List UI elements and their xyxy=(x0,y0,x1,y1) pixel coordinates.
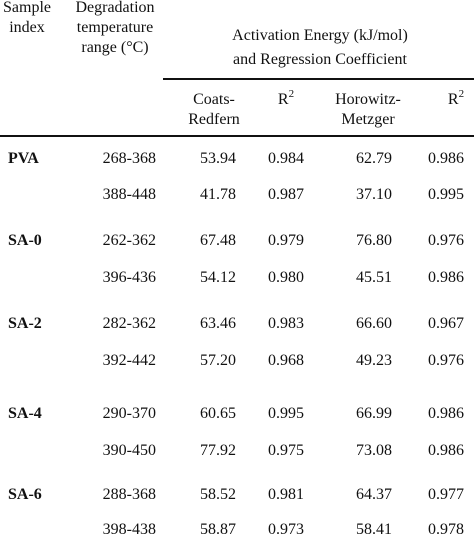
cell-coats-redfern: 58.87 xyxy=(200,521,236,538)
cell-horowitz-metzger: 73.08 xyxy=(356,442,392,459)
cell-sample-index: SA-4 xyxy=(8,405,42,422)
header-activation-energy-group: Activation Energy (kJ/mol) and Regressio… xyxy=(190,26,450,70)
cell-r2-coats: 0.987 xyxy=(268,186,304,203)
cell-r2-horowitz: 0.995 xyxy=(428,186,464,203)
cell-r2-horowitz: 0.977 xyxy=(428,486,464,503)
cell-temperature-range: 290-370 xyxy=(102,405,156,422)
cell-horowitz-metzger: 62.79 xyxy=(356,150,392,167)
header-r2-coats-base: R xyxy=(277,91,289,108)
header-coats-redfern: Coats- Redfern xyxy=(174,90,254,130)
cell-coats-redfern: 58.52 xyxy=(200,486,236,503)
cell-r2-coats: 0.984 xyxy=(268,150,304,167)
header-hm-line2: Metzger xyxy=(341,111,395,128)
header-bottom-rule xyxy=(0,135,474,137)
header-r2-horowitz-sup: 2 xyxy=(458,87,465,100)
cell-temperature-range: 398-438 xyxy=(102,521,156,538)
cell-r2-coats: 0.975 xyxy=(268,442,304,459)
cell-horowitz-metzger: 49.23 xyxy=(356,352,392,369)
header-deg-line1: Degradation xyxy=(75,0,155,16)
header-sample-line1: Sample xyxy=(3,0,51,16)
header-group-line1: Activation Energy (kJ/mol) xyxy=(232,27,408,44)
cell-coats-redfern: 41.78 xyxy=(200,186,236,203)
cell-horowitz-metzger: 58.41 xyxy=(356,521,392,538)
cell-coats-redfern: 54.12 xyxy=(200,269,236,286)
cell-r2-horowitz: 0.986 xyxy=(428,269,464,286)
cell-sample-index: SA-2 xyxy=(8,315,42,332)
cell-r2-horowitz: 0.976 xyxy=(428,232,464,249)
header-degradation-range: Degradation temperature range (°C) xyxy=(60,0,170,58)
cell-temperature-range: 262-362 xyxy=(102,232,156,249)
header-deg-line3: range (°C) xyxy=(81,39,149,56)
cell-r2-horowitz: 0.978 xyxy=(428,521,464,538)
cell-coats-redfern: 63.46 xyxy=(200,315,236,332)
cell-r2-coats: 0.995 xyxy=(268,405,304,422)
cell-horowitz-metzger: 66.60 xyxy=(356,315,392,332)
cell-r2-horowitz: 0.986 xyxy=(428,442,464,459)
cell-r2-horowitz: 0.986 xyxy=(428,405,464,422)
cell-temperature-range: 388-448 xyxy=(102,186,156,203)
header-hm-line1: Horowitz- xyxy=(335,91,401,108)
cell-horowitz-metzger: 45.51 xyxy=(356,269,392,286)
cell-coats-redfern: 77.92 xyxy=(200,442,236,459)
cell-horowitz-metzger: 64.37 xyxy=(356,486,392,503)
cell-temperature-range: 396-436 xyxy=(102,269,156,286)
cell-horowitz-metzger: 66.99 xyxy=(356,405,392,422)
cell-temperature-range: 288-368 xyxy=(102,486,156,503)
cell-r2-horowitz: 0.976 xyxy=(428,352,464,369)
cell-r2-coats: 0.973 xyxy=(268,521,304,538)
cell-r2-coats: 0.979 xyxy=(268,232,304,249)
header-sample-index: Sample index xyxy=(0,0,60,38)
cell-horowitz-metzger: 37.10 xyxy=(356,186,392,203)
cell-coats-redfern: 57.20 xyxy=(200,352,236,369)
cell-temperature-range: 268-368 xyxy=(102,150,156,167)
header-cr-line2: Redfern xyxy=(188,111,240,128)
cell-sample-index: SA-6 xyxy=(8,486,42,503)
header-group-rule xyxy=(163,78,474,80)
header-deg-line2: temperature xyxy=(76,19,154,36)
header-cr-line1: Coats- xyxy=(193,91,235,108)
header-horowitz-metzger: Horowitz- Metzger xyxy=(318,90,418,130)
header-sample-line2: index xyxy=(9,19,45,36)
cell-sample-index: PVA xyxy=(8,150,39,167)
header-r2-horowitz: R2 xyxy=(436,87,474,110)
cell-horowitz-metzger: 76.80 xyxy=(356,232,392,249)
header-r2-horowitz-base: R xyxy=(447,91,459,108)
cell-r2-coats: 0.980 xyxy=(268,269,304,286)
header-r2-coats-sup: 2 xyxy=(288,87,295,100)
header-group-line2: and Regression Coefficient xyxy=(233,51,407,68)
cell-coats-redfern: 53.94 xyxy=(200,150,236,167)
cell-coats-redfern: 67.48 xyxy=(200,232,236,249)
cell-r2-coats: 0.983 xyxy=(268,315,304,332)
cell-temperature-range: 390-450 xyxy=(102,442,156,459)
header-r2-coats: R2 xyxy=(266,87,306,110)
cell-coats-redfern: 60.65 xyxy=(200,405,236,422)
cell-temperature-range: 282-362 xyxy=(102,315,156,332)
cell-r2-coats: 0.981 xyxy=(268,486,304,503)
cell-r2-coats: 0.968 xyxy=(268,352,304,369)
cell-temperature-range: 392-442 xyxy=(102,352,156,369)
cell-sample-index: SA-0 xyxy=(8,232,42,249)
cell-r2-horowitz: 0.986 xyxy=(428,150,464,167)
cell-r2-horowitz: 0.967 xyxy=(428,315,464,332)
